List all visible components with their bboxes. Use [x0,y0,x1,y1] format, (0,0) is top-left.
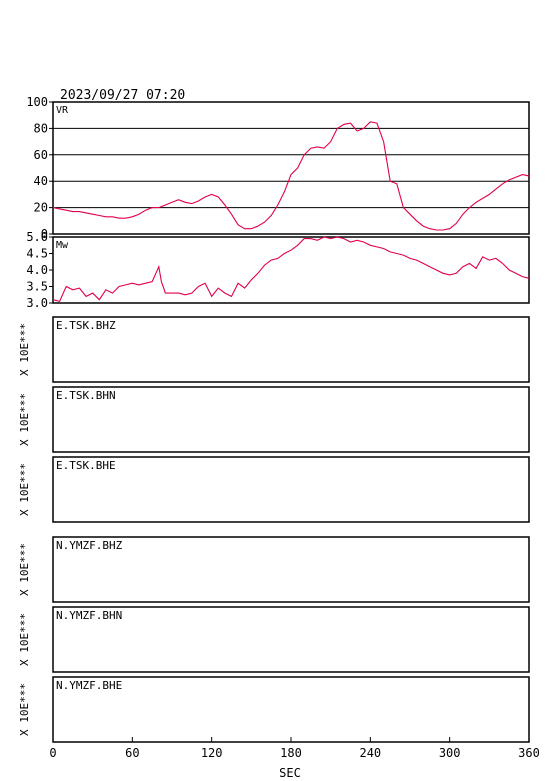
y-tick-label: 40 [34,174,48,188]
y-tick-label: 3.5 [26,280,48,294]
trace-frame [52,386,530,453]
trace-panel: N.YMZF.BHE X 10E*** [18,676,530,743]
y-tick-label: 60 [34,148,48,162]
x-axis-label: SEC [279,766,301,780]
scale-label: X 10E*** [18,543,31,596]
trace-frame [52,606,530,673]
series-label: VR [56,105,69,116]
trace-frame [52,676,530,743]
x-tick-label: 60 [125,746,139,760]
x-tick-label: 120 [201,746,223,760]
vr-chart: 100 80 60 40 20 0 VR [26,95,530,241]
station-label: N.YMZF.BHN [56,609,122,622]
plot-frame [52,236,530,304]
trace-panel: E.TSK.BHN X 10E*** [18,386,530,453]
y-tick-label: 4.5 [26,247,48,261]
trace-frame [52,456,530,523]
station-label: E.TSK.BHZ [56,319,116,332]
trace-frame [52,536,530,603]
scale-label: X 10E*** [18,613,31,666]
x-tick-label: 0 [49,746,56,760]
timestamp: 2023/09/27 07:20 [60,88,185,103]
station-label: N.YMZF.BHE [56,679,122,692]
y-tick-label: 20 [34,201,48,215]
trace-panel: E.TSK.BHE X 10E*** [18,456,530,523]
trace-panel: N.YMZF.BHN X 10E*** [18,606,530,673]
series-label: Mw [56,240,69,251]
trace-frame [52,316,530,383]
station-label: N.YMZF.BHZ [56,539,123,552]
scale-label: X 10E*** [18,393,31,446]
trace-panel: E.TSK.BHZ X 10E*** [18,316,530,383]
y-tick-label: 3.0 [26,296,48,310]
y-tick-label: 100 [26,95,48,109]
station-label: E.TSK.BHN [56,389,116,402]
y-tick-label: 80 [34,121,48,135]
x-tick-label: 180 [280,746,302,760]
y-tick-label: 4.0 [26,263,48,277]
y-tick-label: 5.0 [26,230,48,244]
scale-label: X 10E*** [18,323,31,376]
x-tick-label: 360 [518,746,540,760]
plot-frame [52,101,530,235]
station-label: E.TSK.BHE [56,459,116,472]
trace-panel: N.YMZF.BHZ X 10E*** [18,536,530,603]
scale-label: X 10E*** [18,683,31,736]
x-tick-label: 240 [359,746,381,760]
mw-chart: 5.0 4.5 4.0 3.5 3.0 Mw [26,230,530,310]
data-line [52,236,530,303]
data-line [52,121,530,231]
scale-label: X 10E*** [18,463,31,516]
x-tick-label: 300 [439,746,461,760]
y-tick-label: 0 [41,227,48,241]
